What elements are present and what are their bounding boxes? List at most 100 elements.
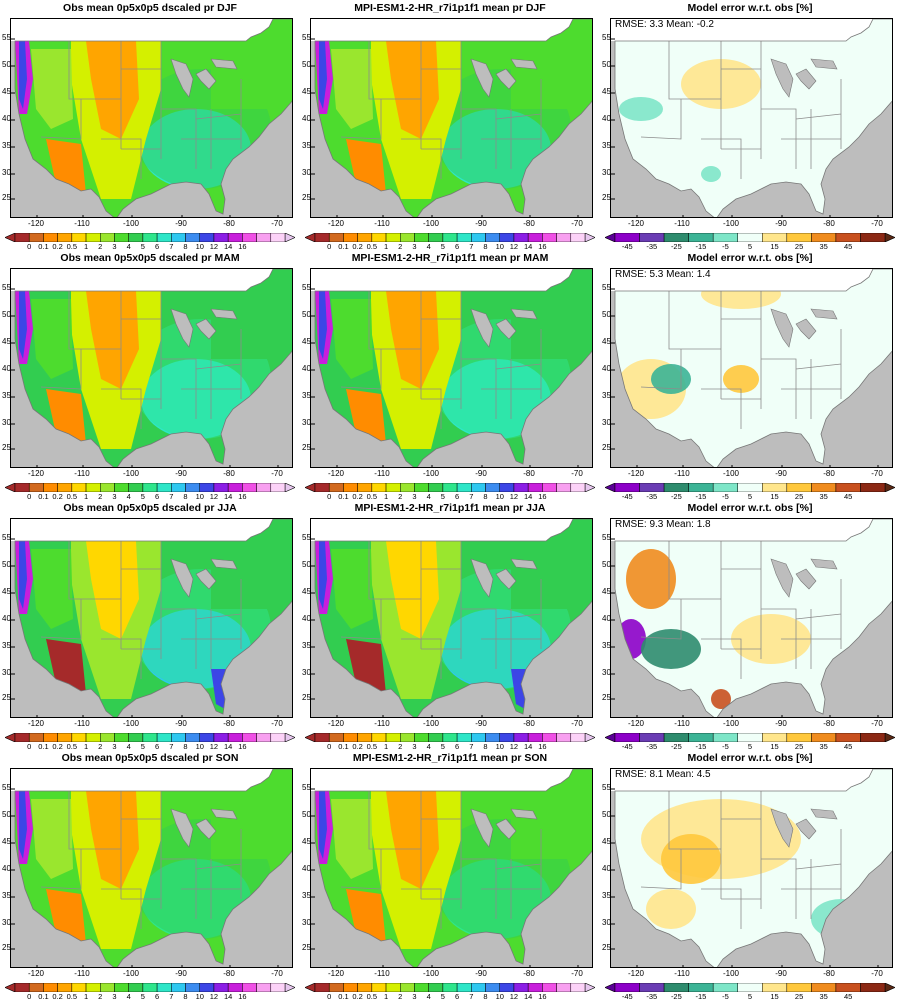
colorbar-tick-label: 8: [183, 492, 188, 501]
colorbar-swatch: [142, 233, 158, 242]
error-statistics: RMSE: 8.1 Mean: 4.5: [613, 769, 713, 780]
colorbar-swatch: [71, 233, 87, 242]
colorbar-tick-label: 0.5: [66, 742, 78, 751]
map-panel-obs-djf: Obs mean 0p5x0p5 dscaled pr DJF 25 30 35 40 4…: [0, 0, 300, 251]
colorbar-swatch: [385, 733, 401, 742]
error-statistics: RMSE: 3.3 Mean: -0.2: [613, 19, 716, 30]
colorbar-swatch: [156, 983, 172, 992]
colorbar-tick-label: -45: [621, 242, 633, 251]
map-panel-obs-jja: Obs mean 0p5x0p5 dscaled pr JJA 25 30 35 40 4…: [0, 500, 300, 751]
latitude-tick-label: 30: [302, 918, 311, 927]
latitude-tick-label: 55: [2, 33, 11, 42]
colorbar-tick-label: 5: [747, 242, 753, 251]
precipitation-map: [11, 19, 292, 217]
colorbar-tick-label: 6: [455, 242, 460, 251]
panel-title: Model error w.r.t. obs [%]: [687, 2, 813, 14]
error-statistics: RMSE: 9.3 Mean: 1.8: [613, 519, 713, 530]
longitude-tick-label: -120: [327, 469, 344, 478]
longitude-tick-label: -120: [27, 719, 44, 728]
colorbar-tick-label: 10: [195, 992, 204, 1001]
map-frame: RMSE: 3.3 Mean: -0.2: [610, 18, 893, 218]
colorbar-tick-label: 2: [398, 992, 403, 1001]
precipitation-map: [11, 269, 292, 467]
colorbar-swatch: [28, 233, 44, 242]
latitude-tick-label: 35: [302, 891, 311, 900]
colorbar-tick-label: 2: [98, 492, 103, 501]
colorbar-tick-label: 14: [523, 742, 533, 751]
colorbar-swatch: [171, 483, 186, 492]
colorbar-swatch: [471, 233, 486, 242]
colorbar-swatch: [442, 233, 458, 242]
colorbar-tick-label: 1: [383, 992, 389, 1001]
colorbar-swatch: [142, 483, 158, 492]
colorbar-swatch: [485, 233, 500, 242]
longitude-tick-label: -80: [523, 219, 535, 228]
map-frame: [10, 518, 293, 718]
latitude-tick-label: 35: [2, 891, 11, 900]
colorbar-tick-label: 6: [455, 492, 460, 501]
colorbar-tick-label: 8: [483, 992, 488, 1001]
longitude-tick-label: -110: [674, 969, 690, 978]
colorbar-tick-label: 8: [483, 492, 488, 501]
colorbar-tick-label: -45: [621, 492, 633, 501]
map-frame: RMSE: 9.3 Mean: 1.8: [610, 518, 893, 718]
latitude-tick-label: 40: [602, 614, 611, 623]
colorbar-swatch: [712, 233, 738, 242]
colorbar-tick-label: 10: [195, 492, 204, 501]
colorbar-swatch: [343, 733, 358, 742]
longitude-tick-label: -100: [422, 469, 439, 478]
colorbar-swatch: [357, 233, 373, 242]
colorbar-tick-label: 0: [327, 492, 332, 501]
longitude-tick-label: -110: [74, 969, 90, 978]
colorbar-swatch: [737, 983, 763, 992]
colorbar-swatch: [314, 733, 330, 742]
colorbar-swatch: [85, 483, 101, 492]
colorbar-tick-label: 7: [469, 492, 474, 501]
colorbar-tick-label: 0.1: [38, 492, 49, 501]
colorbar-swatch: [256, 733, 272, 742]
longitude-tick-label: -90: [175, 469, 187, 478]
latitude-tick-label: 40: [602, 364, 611, 373]
colorbar-swatch: [199, 233, 215, 242]
latitude-tick-label: 30: [602, 168, 611, 177]
colorbar-swatch: [357, 733, 373, 742]
colorbar-swatch: [786, 233, 812, 242]
colorbar-tick-label: 12: [509, 242, 519, 251]
colorbar-swatch: [485, 733, 500, 742]
colorbar-swatch: [639, 233, 665, 242]
latitude-tick-label: 50: [2, 810, 11, 819]
longitude-tick-label: -120: [627, 719, 644, 728]
longitude-tick-label: -90: [775, 719, 787, 728]
panel-title: Obs mean 0p5x0p5 dscaled pr SON: [61, 752, 239, 764]
colorbar-tick-label: 1: [383, 242, 389, 251]
latitude-tick-label: 50: [302, 60, 311, 69]
longitude-tick-label: -70: [871, 719, 883, 728]
longitude-tick-label: -90: [775, 969, 787, 978]
latitude-tick-label: 35: [302, 641, 311, 650]
longitude-tick-label: -100: [722, 219, 739, 228]
colorbar-tick-label: -35: [646, 992, 658, 1001]
colorbar-tick-label: -45: [621, 742, 633, 751]
latitude-tick-label: 50: [602, 810, 611, 819]
longitude-tick-label: -90: [475, 969, 487, 978]
latitude-tick-label: 45: [602, 837, 611, 846]
longitude-tick-label: -70: [271, 719, 283, 728]
longitude-tick-label: -100: [122, 469, 139, 478]
longitude-tick-label: -100: [722, 969, 739, 978]
latitude-tick-label: 40: [2, 614, 11, 623]
colorbar-swatch: [835, 483, 861, 492]
colorbar-tick-label: 10: [495, 242, 504, 251]
latitude-tick-label: 30: [2, 168, 11, 177]
colorbar-tick-label: -15: [695, 992, 707, 1001]
colorbar-tick-label: 10: [195, 742, 204, 751]
colorbar-swatch: [400, 483, 415, 492]
colorbar-tick-label: 0.2: [352, 992, 363, 1001]
colorbar-tick-label: 0.5: [366, 992, 378, 1001]
colorbar-tick-label: 16: [238, 742, 247, 751]
colorbar-tick-label: 1: [83, 742, 89, 751]
longitude-tick-label: -120: [27, 969, 44, 978]
colorbar-tick-label: 5: [140, 242, 145, 251]
colorbar-swatch: [28, 733, 44, 742]
latitude-tick-label: 45: [2, 87, 11, 96]
latitude-tick-label: 45: [302, 837, 311, 846]
